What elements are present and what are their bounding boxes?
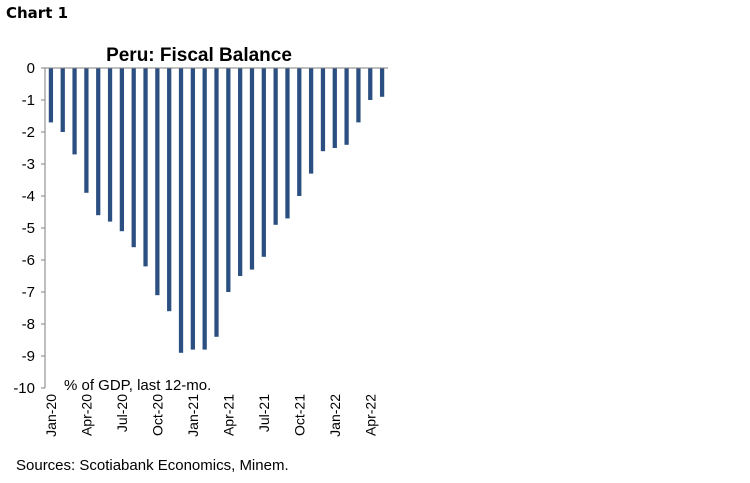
y-tick-label: -7 <box>22 284 35 301</box>
x-tick-label: Oct-20 <box>149 394 165 436</box>
bar-Aug-20 <box>131 68 136 248</box>
bar-Dec-21 <box>320 68 326 152</box>
y-tick-label: -9 <box>22 348 35 365</box>
bar-Aug-21 <box>273 68 278 225</box>
bar-Sep-21 <box>285 68 290 219</box>
bar-Oct-20 <box>155 68 160 296</box>
bar-Jan-20 <box>48 68 54 123</box>
x-tick-label: Jan-21 <box>185 394 201 437</box>
bar-Jul-21 <box>261 68 266 257</box>
bar-Feb-21 <box>202 68 207 350</box>
y-tick-label: -6 <box>22 252 35 269</box>
bar-Apr-22 <box>368 68 373 100</box>
bar-May-21 <box>238 68 243 276</box>
bar-Dec-20 <box>178 68 184 353</box>
bar-Feb-20 <box>60 68 65 132</box>
y-tick-label: 0 <box>27 60 35 77</box>
bar-Mar-22 <box>356 68 361 123</box>
y-tick-label: -10 <box>13 380 35 397</box>
bar-Apr-21 <box>226 68 231 292</box>
bar-May-20 <box>96 68 101 216</box>
bar-Apr-20 <box>84 68 89 193</box>
bar-Jul-20 <box>119 68 125 232</box>
y-tick-label: -3 <box>22 156 35 173</box>
bar-Sep-20 <box>143 68 148 267</box>
figure-label: Chart 1 <box>6 4 69 22</box>
bar-Jan-22 <box>332 68 337 148</box>
y-tick-label: -5 <box>22 220 35 237</box>
x-tick-label: Apr-20 <box>78 394 94 436</box>
chart-annotation: % of GDP, last 12-mo. <box>64 377 211 394</box>
x-tick-label: Jul-20 <box>114 394 130 432</box>
x-tick-label: Apr-21 <box>220 394 236 436</box>
y-tick-label: -1 <box>22 92 35 109</box>
x-tick-label: Jan-20 <box>43 394 59 437</box>
source-note: Sources: Scotiabank Economics, Minem. <box>16 457 289 474</box>
bar-May-22 <box>379 68 385 97</box>
y-tick-label: -2 <box>22 124 35 141</box>
bar-Jan-21 <box>190 68 195 350</box>
bar-Jun-21 <box>249 68 255 270</box>
bar-Feb-22 <box>344 68 349 145</box>
x-tick-label: Jan-22 <box>327 394 343 437</box>
bar-Mar-20 <box>72 68 77 155</box>
bar-Nov-21 <box>308 68 314 174</box>
x-tick-label: Oct-21 <box>291 394 307 436</box>
chart-title: Peru: Fiscal Balance <box>106 45 292 66</box>
bar-Mar-21 <box>214 68 219 337</box>
y-tick-label: -4 <box>22 188 35 205</box>
bar-Oct-21 <box>297 68 302 196</box>
bar-Jun-20 <box>107 68 113 222</box>
x-tick-label: Apr-22 <box>362 394 378 436</box>
bar-Nov-20 <box>167 68 172 312</box>
x-tick-label: Jul-21 <box>256 394 272 432</box>
y-tick-label: -8 <box>22 316 35 333</box>
